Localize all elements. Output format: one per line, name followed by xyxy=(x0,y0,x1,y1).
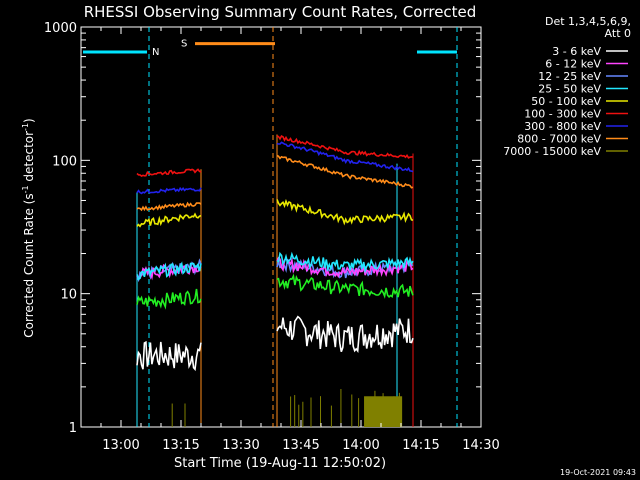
event-n-label: N xyxy=(152,47,159,58)
x-axis-label: Start Time (19-Aug-11 12:50:02) xyxy=(174,456,386,471)
y-label-part-1: Corrected Count Rate (s xyxy=(22,193,36,337)
series-3-6kev xyxy=(136,315,414,372)
event-s-label: S xyxy=(181,39,187,50)
chart-title: RHESSI Observing Summary Count Rates, Co… xyxy=(84,3,477,21)
legend-header: Att 0 xyxy=(605,27,631,40)
legend-header: Det 1,3,4,5,6,9, xyxy=(545,15,631,28)
x-tick-label: 14:00 xyxy=(342,438,379,453)
event-markers: NS xyxy=(83,27,458,427)
x-tick-label: 13:45 xyxy=(282,438,319,453)
y-label-sup-2: -1 xyxy=(21,123,30,131)
y-tick-label: 100 xyxy=(52,154,77,169)
series-25-50kev xyxy=(136,251,414,281)
series-lines xyxy=(136,134,414,427)
series-green-trace xyxy=(136,273,414,310)
x-tick-label: 13:30 xyxy=(222,438,259,453)
x-tick-label: 13:15 xyxy=(162,438,199,453)
y-label-part-3: ) xyxy=(22,118,36,123)
series-7000-15000-kev xyxy=(171,389,403,427)
y-tick-label: 1000 xyxy=(44,21,77,36)
y-label-sup-1: -1 xyxy=(21,185,30,193)
x-tick-label: 13:00 xyxy=(102,438,139,453)
y-tick-label: 10 xyxy=(60,288,77,303)
footer-date: 19-Oct-2021 09:43 xyxy=(560,468,636,477)
legend-label: 3 - 6 keV xyxy=(552,45,601,58)
legend-label: 100 - 300 keV xyxy=(524,108,601,121)
plot-area xyxy=(80,26,482,428)
y-label-part-2: detector xyxy=(22,131,36,186)
block-7000-15000 xyxy=(364,396,403,427)
series-800-7000kev xyxy=(136,154,414,212)
series-100-300kev xyxy=(136,135,414,178)
legend-label: 7000 - 15000 keV xyxy=(503,145,601,158)
y-axis: 1 10 100 1000 xyxy=(44,21,481,436)
legend-label: 12 - 25 keV xyxy=(538,70,601,83)
legend-label: 300 - 800 keV xyxy=(524,120,601,133)
legend-label: 25 - 50 keV xyxy=(538,83,601,96)
legend-label: 800 - 7000 keV xyxy=(517,133,601,146)
y-tick-label: 1 xyxy=(69,421,77,436)
x-tick-label: 14:30 xyxy=(462,438,499,453)
series-300-800kev xyxy=(136,141,414,195)
legend-label: 50 - 100 keV xyxy=(531,95,601,108)
series-50-100kev xyxy=(136,198,414,228)
legend-label: 6 - 12 keV xyxy=(545,58,601,71)
x-tick-label: 14:15 xyxy=(402,438,439,453)
y-axis-label: Corrected Count Rate (s-1 detector-1) xyxy=(21,118,36,337)
x-axis: 13:00 13:15 13:30 13:45 14:00 14:15 14:30 xyxy=(80,27,500,453)
